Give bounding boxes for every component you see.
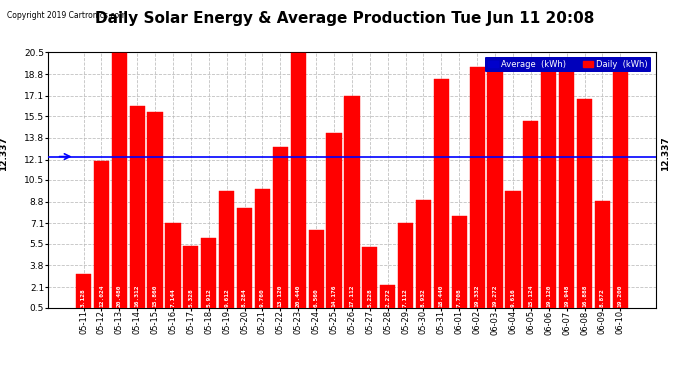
Bar (255, 189, 270, 314)
Text: 14.176: 14.176 (331, 284, 337, 307)
Bar (595, 201, 610, 314)
Text: Copyright 2019 Cartronics.com: Copyright 2019 Cartronics.com (7, 11, 126, 20)
Bar (326, 133, 342, 314)
Text: 3.128: 3.128 (81, 288, 86, 307)
Text: 7.112: 7.112 (403, 288, 408, 307)
Bar (166, 223, 181, 314)
Text: 17.112: 17.112 (349, 284, 355, 307)
Bar (308, 230, 324, 314)
Bar (452, 216, 467, 314)
Text: 2.272: 2.272 (385, 288, 390, 307)
Text: 19.272: 19.272 (493, 284, 497, 307)
Text: 5.328: 5.328 (188, 288, 193, 307)
Bar (434, 79, 449, 314)
Legend: Average  (kWh), Daily  (kWh): Average (kWh), Daily (kWh) (484, 57, 651, 72)
Bar (219, 191, 234, 314)
Text: 16.312: 16.312 (135, 284, 139, 307)
Text: 7.144: 7.144 (170, 288, 175, 307)
Bar (344, 96, 359, 314)
Text: 20.440: 20.440 (296, 284, 301, 307)
Text: 9.616: 9.616 (511, 288, 515, 307)
Text: 6.560: 6.560 (314, 288, 319, 307)
Text: 8.932: 8.932 (421, 288, 426, 307)
Text: 7.708: 7.708 (457, 288, 462, 307)
Bar (290, 53, 306, 314)
Bar (362, 247, 377, 314)
Bar (273, 147, 288, 314)
Text: 16.888: 16.888 (582, 284, 587, 307)
Text: 19.200: 19.200 (618, 284, 623, 307)
Bar (201, 238, 217, 314)
Bar (541, 70, 556, 314)
Text: 19.948: 19.948 (564, 284, 569, 307)
Bar (130, 106, 145, 314)
Bar (613, 69, 628, 314)
Text: 12.337: 12.337 (0, 136, 8, 171)
Bar (416, 200, 431, 314)
Text: 19.120: 19.120 (546, 284, 551, 307)
Bar (577, 99, 592, 314)
Bar (487, 68, 502, 314)
Text: 18.440: 18.440 (439, 284, 444, 307)
Bar (94, 160, 109, 314)
Bar (505, 191, 520, 314)
Text: 13.120: 13.120 (278, 284, 283, 307)
Text: 12.024: 12.024 (99, 284, 104, 307)
Bar (237, 208, 252, 314)
Bar (184, 246, 199, 314)
Bar (112, 53, 127, 314)
Text: 8.284: 8.284 (242, 288, 247, 307)
Bar (470, 68, 485, 314)
Text: 5.228: 5.228 (367, 288, 373, 307)
Bar (76, 274, 91, 314)
Text: 9.760: 9.760 (260, 288, 265, 307)
Text: 8.872: 8.872 (600, 288, 605, 307)
Text: 20.480: 20.480 (117, 284, 122, 307)
Text: 15.860: 15.860 (152, 284, 157, 307)
Text: Daily Solar Energy & Average Production Tue Jun 11 20:08: Daily Solar Energy & Average Production … (95, 11, 595, 26)
Bar (148, 112, 163, 314)
Text: 9.612: 9.612 (224, 288, 229, 307)
Text: 15.124: 15.124 (529, 284, 533, 307)
Bar (380, 285, 395, 314)
Text: 19.332: 19.332 (475, 284, 480, 307)
Bar (523, 121, 538, 314)
Bar (559, 60, 574, 314)
Text: 5.912: 5.912 (206, 288, 211, 307)
Text: 12.337: 12.337 (661, 136, 671, 171)
Bar (398, 223, 413, 314)
